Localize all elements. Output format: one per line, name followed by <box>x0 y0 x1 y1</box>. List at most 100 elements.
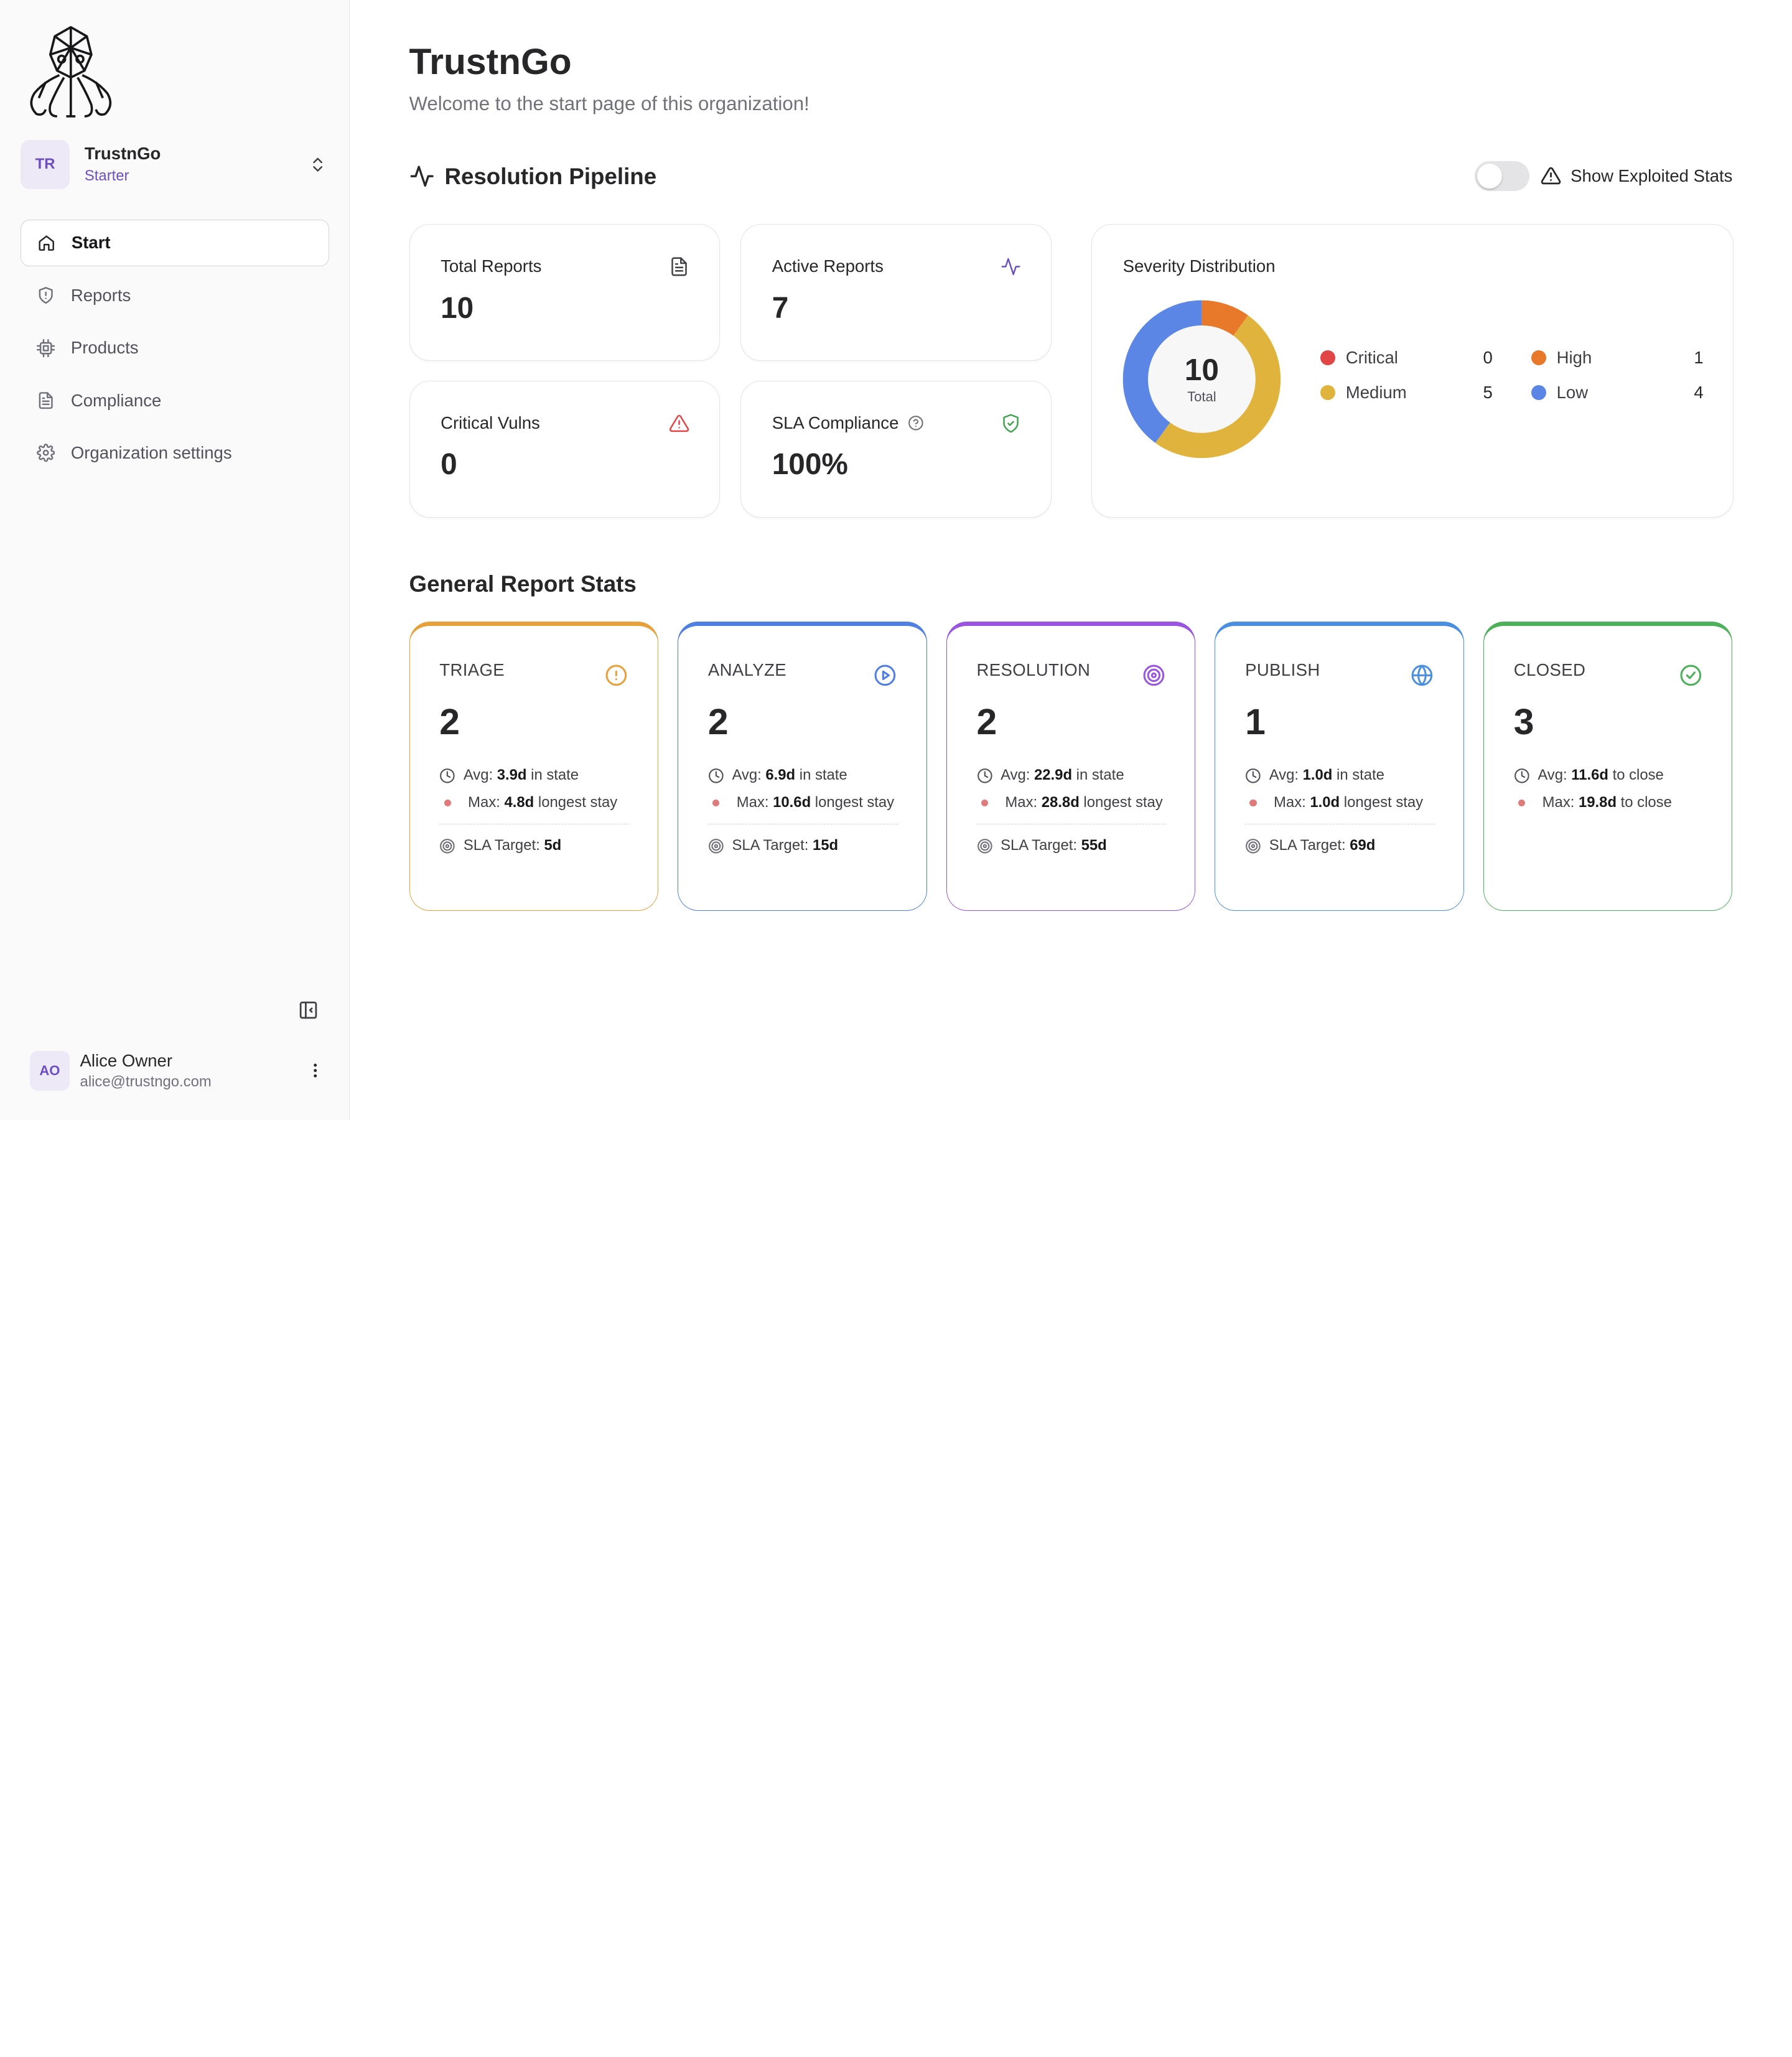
stage-card-resolution[interactable]: RESOLUTION 2 Avg: 22.9d in state Max: 28… <box>946 622 1196 911</box>
legend-dot <box>1531 350 1547 366</box>
user-name: Alice Owner <box>80 1050 173 1070</box>
sidebar-item-label: Start <box>71 233 111 253</box>
sidebar-item-compliance[interactable]: Compliance <box>21 377 329 424</box>
sidebar-item-reports[interactable]: Reports <box>21 272 329 319</box>
total-reports-card: Total Reports 10 <box>409 223 721 361</box>
legend-item-low: Low 4 <box>1531 383 1704 403</box>
stage-count: 1 <box>1245 702 1266 743</box>
pipeline-header: Resolution Pipeline <box>409 163 657 190</box>
donut-total: 10 <box>1184 352 1219 387</box>
file-text-icon <box>39 392 53 409</box>
org-plan: Starter <box>84 167 129 185</box>
stage-count: 3 <box>1513 702 1534 743</box>
legend-dot <box>1320 385 1336 401</box>
stage-sla-target: SLA Target: 15d <box>708 836 898 855</box>
stage-card-triage[interactable]: TRIAGE 2 Avg: 3.9d in state Max: 4.8d lo… <box>409 622 658 911</box>
org-avatar: TR <box>21 139 70 189</box>
sla-compliance-value: 100% <box>772 448 848 482</box>
sidebar-item-products[interactable]: Products <box>21 325 329 371</box>
target-icon <box>440 838 455 854</box>
activity-icon <box>410 166 434 187</box>
user-profile[interactable]: AO Alice Owner alice@trustngo.com <box>29 1049 325 1093</box>
donut-total-label: Total <box>1187 389 1216 405</box>
sla-compliance-card: SLA Compliance 100% <box>740 380 1052 518</box>
stage-avg: Avg: 22.9d in state <box>977 765 1167 785</box>
org-switcher[interactable]: TR TrustnGo Starter <box>21 139 329 190</box>
legend-name: Medium <box>1345 383 1407 403</box>
gear-icon <box>36 444 55 462</box>
stage-name: PUBLISH <box>1245 660 1320 680</box>
sidebar-nav: Start Reports Products Compliance Organi… <box>21 219 329 482</box>
org-name: TrustnGo <box>84 143 161 163</box>
home-icon <box>39 235 54 251</box>
severity-title: Severity Distribution <box>1122 256 1276 276</box>
warning-triangle-icon <box>1541 167 1561 185</box>
check-circle-icon <box>1680 665 1702 686</box>
critical-vulns-card: Critical Vulns 0 <box>409 380 721 518</box>
help-circle-icon[interactable] <box>908 415 924 431</box>
sidebar-item-organization-settings[interactable]: Organization settings <box>21 430 329 477</box>
chevrons-up-down-icon <box>313 157 322 172</box>
sidebar-item-label: Compliance <box>70 390 162 410</box>
cpu-icon <box>36 338 55 357</box>
stage-avg: Avg: 1.0d in state <box>1245 765 1435 785</box>
target-icon <box>1143 665 1164 686</box>
sidebar-item-label: Reports <box>70 285 131 305</box>
stage-card-analyze[interactable]: ANALYZE 2 Avg: 6.9d in state Max: 10.6d … <box>678 622 927 911</box>
stage-max: Max: 28.8d longest stay <box>977 793 1167 812</box>
stage-name: CLOSED <box>1513 660 1586 680</box>
stage-card-publish[interactable]: PUBLISH 1 Avg: 1.0d in state Max: 1.0d l… <box>1215 622 1464 911</box>
more-vertical-icon[interactable] <box>306 1060 324 1081</box>
legend-dot <box>1531 385 1547 401</box>
main-content: TrustnGo Welcome to the start page of th… <box>350 0 1792 1120</box>
sidebar-item-start[interactable]: Start <box>21 219 329 266</box>
active-reports-card: Active Reports 7 <box>740 223 1052 361</box>
donut-slice-low <box>1122 300 1281 458</box>
target-icon <box>1246 838 1261 854</box>
legend-dot <box>1320 350 1336 366</box>
activity-icon <box>1001 258 1020 276</box>
alert-circle-icon <box>605 665 627 686</box>
user-email: alice@trustngo.com <box>80 1073 212 1090</box>
critical-vulns-label: Critical Vulns <box>441 413 540 433</box>
stage-count: 2 <box>707 702 729 743</box>
stage-name: ANALYZE <box>707 660 786 680</box>
exploited-stats-toggle-group: Show Exploited Stats <box>1474 161 1733 191</box>
sla-compliance-label: SLA Compliance <box>772 413 924 433</box>
legend-name: Critical <box>1345 348 1398 368</box>
stage-max: Max: 19.8d to close <box>1514 793 1704 812</box>
stage-sla-target: SLA Target: 5d <box>439 836 629 855</box>
exploited-stats-label[interactable]: Show Exploited Stats <box>1570 166 1733 185</box>
warning-triangle-icon <box>670 414 689 432</box>
sidebar: TR TrustnGo Starter Start Reports Produc… <box>0 0 350 1120</box>
clock-icon <box>1514 768 1529 783</box>
legend-count: 5 <box>1483 383 1493 403</box>
stage-card-closed[interactable]: CLOSED 3 Avg: 11.6d to close Max: 19.8d … <box>1483 622 1733 911</box>
sidebar-collapse-icon[interactable] <box>298 1000 319 1020</box>
pipeline-title: Resolution Pipeline <box>444 163 657 189</box>
shield-icon <box>39 287 53 304</box>
legend-item-medium: Medium 5 <box>1320 383 1493 403</box>
globe-icon <box>1411 665 1433 686</box>
stage-max: Max: 4.8d longest stay <box>439 793 629 812</box>
stage-max: Max: 1.0d longest stay <box>1245 793 1435 812</box>
stage-sla-target: SLA Target: 69d <box>1245 836 1435 855</box>
page-subtitle: Welcome to the start page of this organi… <box>409 92 810 114</box>
clock-icon <box>977 768 992 783</box>
legend-name: Low <box>1556 383 1589 403</box>
donut-center: 10 Total <box>1121 298 1283 460</box>
legend-name: High <box>1556 348 1592 368</box>
stage-name: RESOLUTION <box>976 660 1091 680</box>
total-reports-value: 10 <box>441 291 474 325</box>
sidebar-item-label: Organization settings <box>70 443 232 463</box>
shield-check-icon <box>1003 414 1019 433</box>
clock-icon <box>1246 768 1261 783</box>
stage-max: Max: 10.6d longest stay <box>708 793 898 812</box>
stage-avg: Avg: 6.9d in state <box>708 765 898 785</box>
page-title: TrustnGo <box>409 42 572 83</box>
play-circle-icon <box>874 665 896 686</box>
donut-slice-medium <box>1122 300 1281 458</box>
clock-icon <box>708 768 724 783</box>
severity-donut-chart <box>1122 300 1281 458</box>
exploited-stats-toggle[interactable] <box>1474 161 1530 191</box>
